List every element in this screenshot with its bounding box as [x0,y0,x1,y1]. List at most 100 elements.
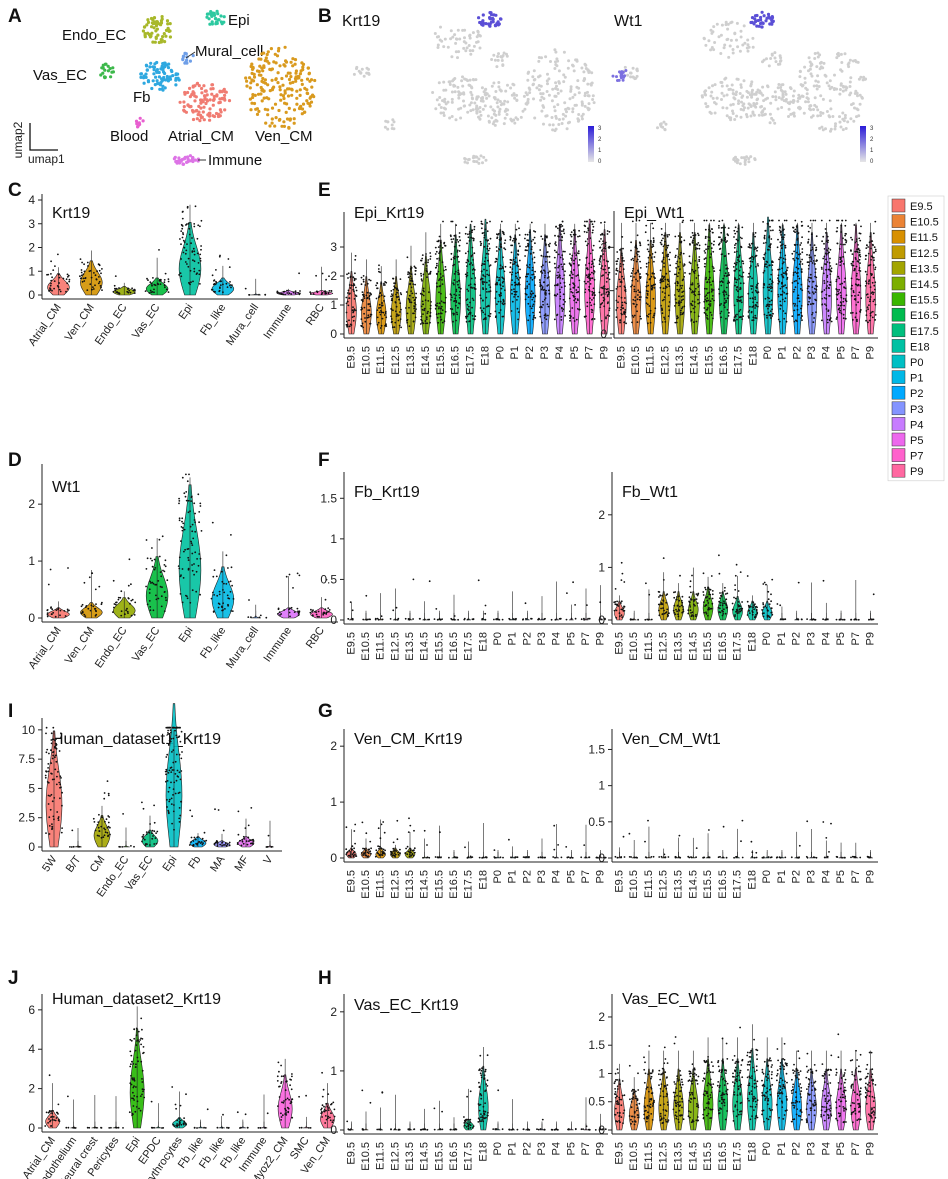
jitter-point [669,251,671,254]
feature-point [495,101,499,105]
jitter-point [796,251,798,254]
jitter-point [607,288,609,290]
umap-point [255,107,259,111]
jitter-point [191,569,194,572]
jitter-point [471,231,473,234]
jitter-point [453,234,456,237]
jitter-point [794,231,796,234]
jitter-point [384,312,387,315]
umap-point [227,99,232,103]
umap-point [158,87,162,91]
jitter-point [824,228,827,230]
jitter-point [363,297,366,299]
feature-point [820,125,824,129]
jitter-point [453,257,456,260]
jitter-point [786,292,789,295]
jitter-point [467,236,470,239]
jitter-point [390,321,393,324]
feature-point [499,89,503,93]
jitter-point [231,610,234,612]
jitter-point [370,313,373,316]
jitter-point [584,291,586,294]
jitter-point [811,291,814,293]
feature-point [484,87,488,91]
jitter-point [823,282,826,284]
feature-point [726,22,730,26]
feature-point [734,159,737,163]
jitter-point [470,286,473,289]
jitter-point [799,244,802,246]
umap-cluster-ven-cm [244,45,317,130]
jitter-point [383,314,386,316]
feature-point [860,96,864,100]
jitter-point [697,286,700,288]
jitter-point [187,265,190,268]
jitter-point [534,317,537,319]
jitter-point [630,249,632,252]
y-tick-label: 0 [28,611,35,625]
jitter-point [840,302,843,304]
jitter-point [707,299,710,302]
jitter-point [458,296,461,299]
jitter-point [511,300,514,303]
feature-point [729,21,733,25]
jitter-point [639,273,641,275]
jitter-point [666,246,669,249]
umap-point [207,17,211,21]
jitter-point [825,308,828,310]
feature-point [838,115,841,119]
jitter-point [316,615,319,618]
jitter-point [364,284,367,286]
jitter-point [545,235,547,238]
jitter-point [741,226,744,229]
jitter-point [385,316,388,319]
jitter-point [456,249,459,252]
jitter-point [486,240,489,242]
jitter-point [163,590,166,593]
jitter-point [360,318,363,320]
jitter-point [277,608,280,611]
jitter-point [310,293,312,295]
jitter-point [741,260,744,262]
jitter-point [755,287,758,289]
jitter-point [534,270,536,273]
jitter-point [81,610,84,613]
feature-point [739,115,743,119]
umap-point [223,108,227,112]
jitter-point [740,301,743,304]
feature-point [391,118,395,122]
jitter-point [704,252,707,254]
jitter-point [188,227,191,230]
jitter-point [723,293,725,296]
feature-point [553,67,557,70]
umap-point [266,108,270,112]
jitter-point [466,308,469,310]
feature-point [711,96,715,100]
jitter-point [712,250,715,253]
jitter-point [754,298,757,300]
jitter-point [826,318,829,321]
jitter-point [668,233,670,236]
feature-point [442,80,446,84]
jitter-point [572,317,575,319]
jitter-point [751,277,753,280]
jitter-point [345,311,348,314]
jitter-point [457,241,460,243]
jitter-point [768,236,771,239]
feature-point [845,86,849,90]
jitter-point [510,251,513,254]
jitter-point [453,283,455,286]
jitter-point [184,495,187,498]
jitter-point [635,290,637,293]
jitter-point [150,283,153,285]
jitter-point [65,290,67,293]
jitter-point [777,318,780,321]
jitter-point [516,299,518,301]
jitter-point [605,260,608,262]
jitter-point [814,254,816,257]
jitter-point [749,244,751,247]
jitter-point [309,291,312,294]
jitter-point [705,313,707,315]
feature-point [551,87,555,91]
jitter-point [821,303,823,306]
